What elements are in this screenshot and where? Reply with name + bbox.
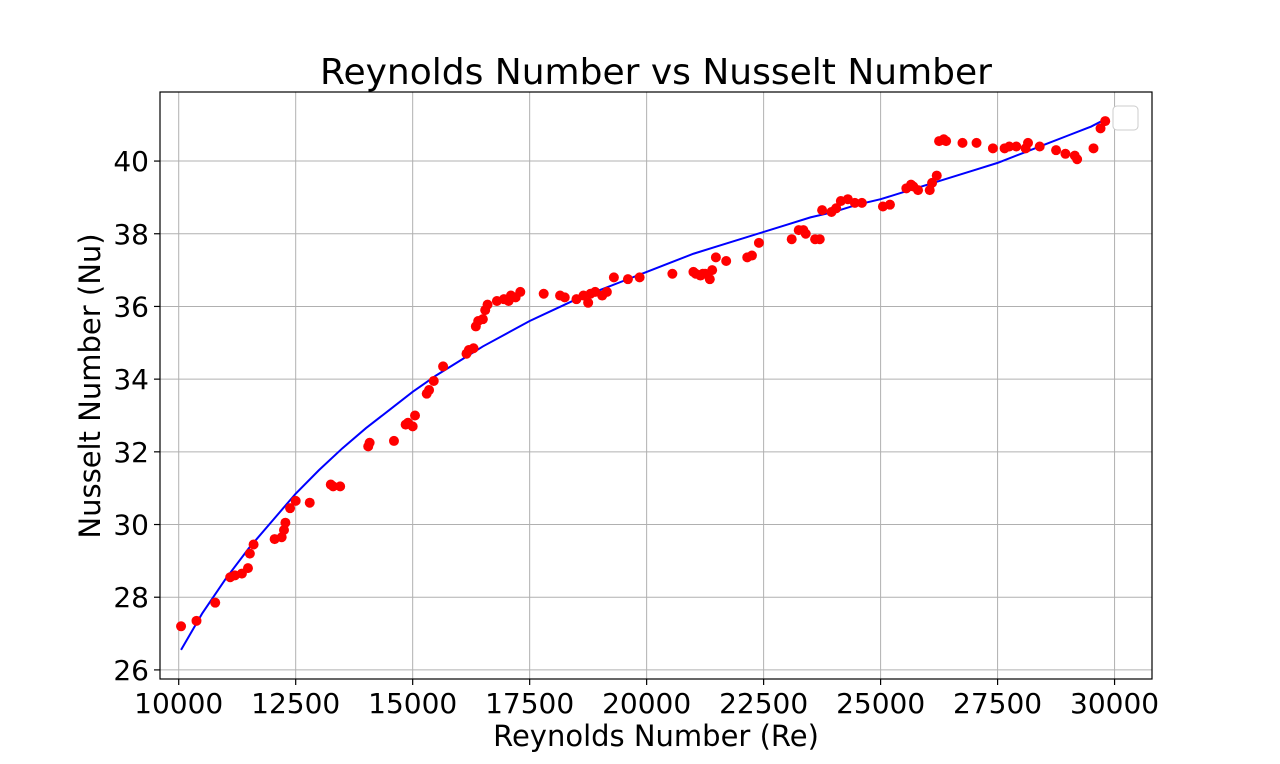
data-point — [1088, 143, 1099, 154]
data-point — [601, 286, 612, 297]
data-point — [280, 517, 291, 528]
data-point — [438, 361, 449, 372]
chart-title: Reynolds Number vs Nusselt Number — [320, 52, 992, 93]
data-point — [987, 143, 998, 154]
grid — [160, 92, 1152, 679]
data-point — [721, 256, 732, 267]
x-tick-label: 10000 — [134, 687, 223, 720]
data-point — [957, 137, 968, 148]
y-tick-label: 36 — [113, 290, 149, 323]
y-tick-label: 28 — [113, 581, 149, 614]
data-point — [191, 615, 202, 626]
data-point — [913, 185, 924, 196]
data-point — [538, 288, 549, 299]
data-point — [634, 272, 645, 283]
y-tick-label: 38 — [113, 218, 149, 251]
data-point — [242, 563, 253, 574]
data-point — [407, 421, 418, 432]
x-axis-label: Reynolds Number (Re) — [493, 719, 819, 753]
data-point — [707, 265, 718, 276]
data-point — [753, 237, 764, 248]
data-point — [704, 274, 715, 285]
data-point — [248, 539, 259, 550]
data-point — [1095, 123, 1106, 134]
x-tick-label: 22500 — [719, 687, 808, 720]
data-point — [388, 435, 399, 446]
data-point — [927, 177, 938, 188]
data-point — [1023, 137, 1033, 148]
data-point — [1011, 141, 1022, 152]
x-tick-label: 20000 — [602, 687, 691, 720]
plot-frame — [159, 91, 1153, 680]
data-point — [482, 299, 493, 310]
x-tick-label: 30000 — [1070, 687, 1159, 720]
data-point — [710, 252, 721, 263]
data-point — [515, 286, 526, 297]
data-point — [328, 481, 339, 492]
data-point — [1051, 145, 1062, 156]
data-points-layer — [176, 116, 1111, 632]
data-point — [1004, 141, 1015, 152]
data-point — [424, 385, 435, 396]
data-point — [304, 497, 315, 508]
data-point — [290, 495, 301, 506]
data-point — [667, 268, 678, 279]
data-point — [477, 314, 488, 325]
data-point — [559, 292, 570, 303]
data-point — [176, 621, 187, 632]
y-tick-label: 26 — [113, 654, 149, 687]
data-point — [364, 437, 375, 448]
data-point — [335, 481, 346, 492]
y-axis-label: Nusselt Number (Nu) — [73, 233, 107, 538]
y-tick-label: 32 — [113, 436, 149, 469]
data-point — [285, 503, 296, 514]
data-point — [410, 410, 421, 421]
data-point — [468, 343, 479, 354]
x-tick-label: 12500 — [251, 687, 340, 720]
x-tick-label: 25000 — [836, 687, 925, 720]
data-point — [884, 199, 895, 210]
data-point — [746, 250, 757, 261]
data-point — [817, 205, 828, 216]
data-point — [1100, 116, 1111, 127]
data-point — [931, 170, 942, 181]
data-point — [831, 203, 842, 214]
data-point — [244, 548, 255, 559]
x-tick-label: 15000 — [368, 687, 457, 720]
data-point — [583, 297, 594, 308]
data-point — [622, 274, 633, 285]
data-point — [1034, 141, 1045, 152]
data-point — [1072, 154, 1083, 165]
data-point — [814, 234, 825, 245]
data-point — [800, 228, 811, 239]
fit-curve — [180, 118, 1106, 651]
y-tick-label: 30 — [113, 509, 149, 542]
data-point — [856, 197, 867, 208]
data-point — [1060, 148, 1071, 159]
y-tick-label: 40 — [113, 145, 149, 178]
data-point — [210, 597, 221, 608]
data-point — [428, 375, 439, 386]
fit-curve-layer — [180, 118, 1106, 651]
x-tick-label: 27500 — [953, 687, 1042, 720]
data-point — [971, 137, 982, 148]
data-point — [608, 272, 619, 283]
data-point — [849, 197, 860, 208]
x-axis-ticks: 10000 12500 15000 17500 20000 22500 25000 27500… — [134, 679, 1159, 720]
y-axis-ticks: 26 28 30 32 34 36 38 40 — [113, 145, 160, 687]
data-point — [786, 234, 797, 245]
y-tick-label: 34 — [113, 363, 149, 396]
legend-box — [1112, 105, 1139, 131]
x-tick-label: 17500 — [485, 687, 574, 720]
data-point — [941, 136, 952, 147]
